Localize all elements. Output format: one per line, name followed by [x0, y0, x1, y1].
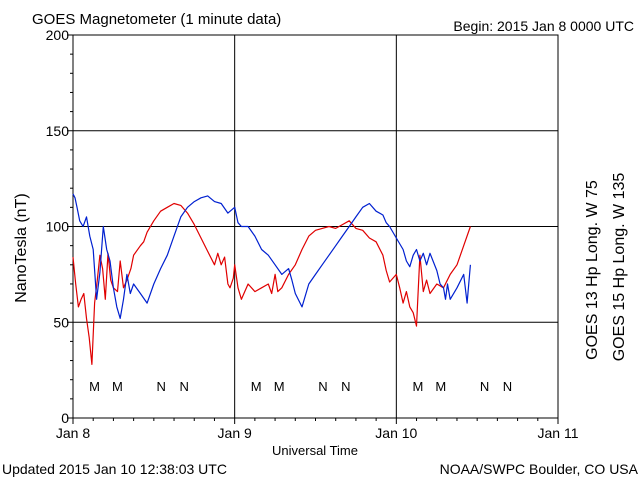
- local-time-marker: N: [341, 379, 350, 394]
- y-tick-label: 50: [53, 314, 69, 330]
- y-tick-label: 200: [46, 27, 70, 43]
- y-tick-label: 0: [61, 410, 69, 426]
- y-axis-label: NanoTesla (nT): [13, 193, 30, 302]
- series-lines: [72, 193, 471, 365]
- local-time-marker: N: [503, 379, 512, 394]
- y-axis-ticks: 0 50 100 150 200: [46, 27, 73, 426]
- x-axis-ticks: Jan 8 Jan 9 Jan 10 Jan 11: [56, 418, 579, 441]
- grid: [73, 35, 558, 418]
- local-time-marker: M: [251, 379, 262, 394]
- legend: GOES 13 Hp Long. W 75 GOES 15 Hp Long. W…: [584, 173, 628, 362]
- local-time-marker: M: [112, 379, 123, 394]
- local-time-marker: M: [89, 379, 100, 394]
- local-time-marker: N: [157, 379, 166, 394]
- local-time-marker: N: [480, 379, 489, 394]
- local-time-marker: M: [435, 379, 446, 394]
- y-tick-label: 100: [46, 219, 70, 235]
- series-line-1: [72, 193, 471, 319]
- updated-time: Updated 2015 Jan 10 12:38:03 UTC: [2, 461, 227, 477]
- local-time-marker: M: [274, 379, 285, 394]
- chart-title: GOES Magnetometer (1 minute data): [32, 11, 281, 28]
- series-line-0: [72, 202, 471, 365]
- x-tick-label: Jan 8: [56, 425, 90, 441]
- x-tick-label: Jan 10: [375, 425, 417, 441]
- begin-time: Begin: 2015 Jan 8 0000 UTC: [453, 18, 634, 34]
- x-tick-label: Jan 11: [538, 425, 579, 441]
- local-time-marker: N: [318, 379, 327, 394]
- local-time-marker: N: [179, 379, 188, 394]
- legend-goes13: GOES 13 Hp Long. W 75: [584, 180, 601, 360]
- local-time-marker: M: [412, 379, 423, 394]
- x-tick-label: Jan 9: [218, 425, 252, 441]
- y-tick-label: 150: [46, 123, 70, 139]
- legend-goes15: GOES 15 Hp Long. W 135: [611, 173, 628, 362]
- source-credit: NOAA/SWPC Boulder, CO USA: [440, 461, 639, 477]
- x-axis-label: Universal Time: [272, 443, 358, 458]
